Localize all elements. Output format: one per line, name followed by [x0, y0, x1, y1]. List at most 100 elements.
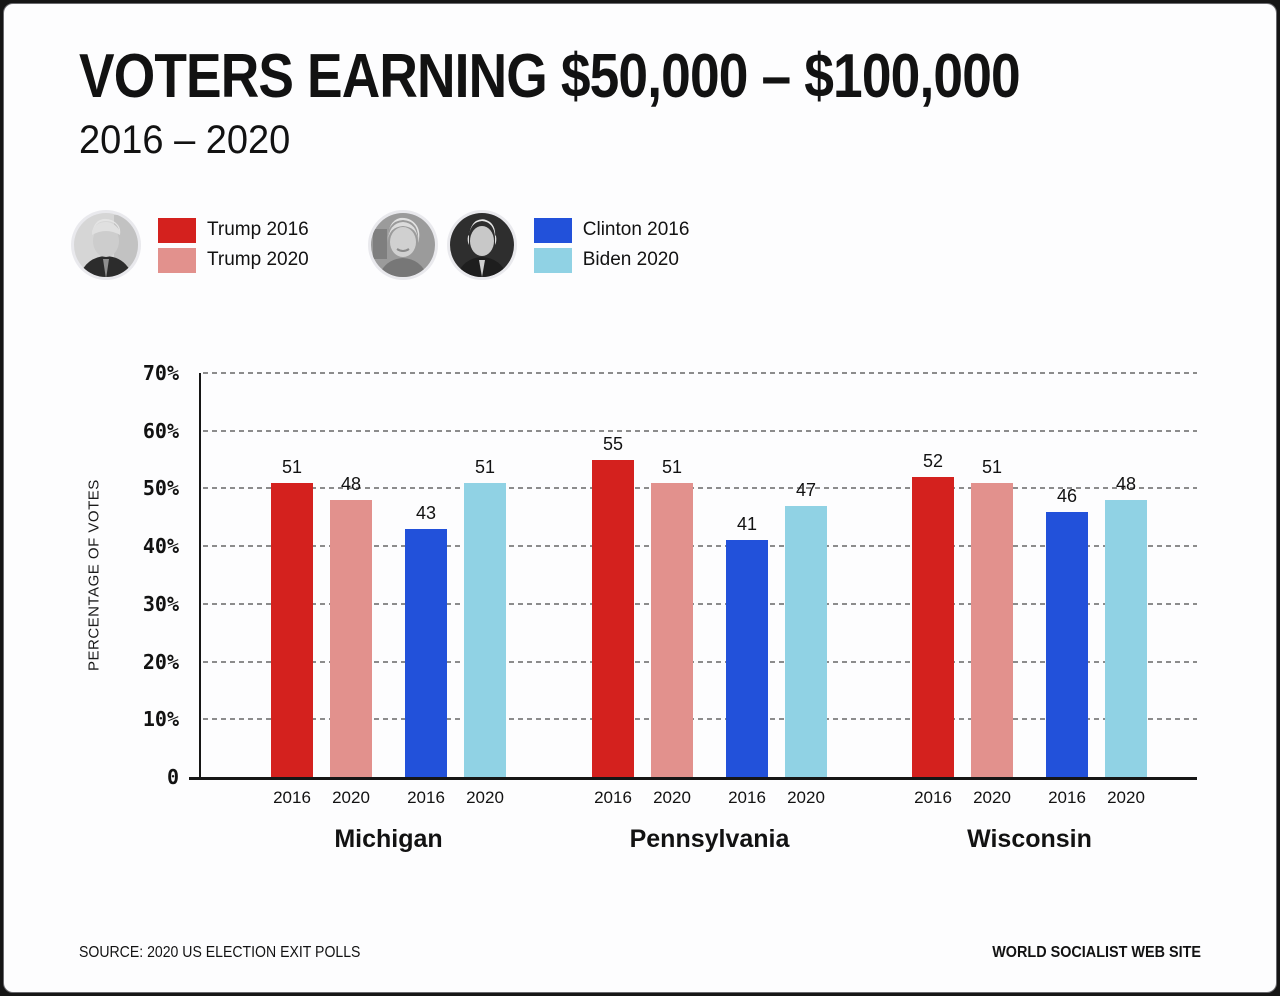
bar-column-biden-2020: 47 2020	[785, 373, 827, 807]
bar-trump-2016	[592, 459, 634, 777]
x-tick-year-label: 2016	[1048, 788, 1086, 807]
header: VOTERS EARNING $50,000 – $100,000 2016 –…	[4, 4, 1276, 163]
plot-area: PERCENTAGE OF VOTES 0 10% 20% 30% 40% 50% 60% 7…	[86, 361, 1197, 853]
bar-trump-2020	[651, 482, 693, 777]
bar-trump-2020	[971, 482, 1013, 777]
x-axis-line	[189, 777, 1197, 780]
clinton-2016-swatch	[533, 217, 572, 243]
infographic-card: VOTERS EARNING $50,000 – $100,000 2016 –…	[3, 3, 1277, 993]
chart-subtitle: 2016 – 2020	[79, 118, 291, 162]
y-tick-label-20: 20%	[142, 649, 179, 674]
chart-title: VOTERS EARNING $50,000 – $100,000	[79, 42, 1021, 111]
bar-trump-2020	[330, 499, 372, 777]
state-group-wisconsin: 52 2016 51 2020 46 2016 48 2020 Wisconsin	[912, 373, 1147, 853]
bar-value-label: 51	[281, 456, 303, 477]
trump-2016-swatch	[158, 217, 196, 243]
gridline-20	[203, 660, 1197, 663]
bar-value-label: 51	[981, 456, 1003, 477]
bar-value-label: 51	[661, 456, 683, 477]
biden-2020-swatch	[533, 247, 572, 273]
legend-entry-biden-2020: Biden 2020	[533, 247, 690, 273]
state-label-wisconsin: Wisconsin	[967, 825, 1092, 853]
bar-biden-2020	[1105, 499, 1147, 777]
bar-column-trump-2020: 51 2020	[651, 373, 693, 807]
legend-label: Biden 2020	[582, 249, 679, 270]
gridline-40	[203, 545, 1197, 548]
gridline-10	[203, 718, 1197, 721]
bar-column-clinton-2016: 41 2016	[726, 373, 768, 807]
x-tick-year-label: 2016	[594, 788, 632, 807]
gridline-70	[203, 372, 1197, 374]
site-credit: WORLD SOCIALIST WEB SITE	[992, 944, 1201, 961]
democrat-portraits	[367, 209, 518, 281]
biden-portrait-icon	[446, 210, 517, 280]
legend-label: Clinton 2016	[582, 219, 690, 240]
gridline-30	[203, 602, 1197, 605]
bar-column-trump-2020: 48 2020	[330, 373, 372, 807]
bar-value-label: 43	[415, 502, 437, 523]
bar-column-trump-2016: 52 2016	[912, 373, 954, 807]
republican-legend-entries: Trump 2016 Trump 2020	[158, 217, 309, 273]
y-tick-label-70: 70%	[142, 361, 179, 385]
legend-entry-trump-2016: Trump 2016	[158, 217, 309, 243]
state-label-pennsylvania: Pennsylvania	[629, 825, 790, 853]
legend-entry-clinton-2016: Clinton 2016	[533, 217, 690, 243]
x-tick-year-label: 2020	[332, 788, 370, 807]
gridline-50	[203, 487, 1197, 490]
y-tick-label-50: 50%	[142, 476, 179, 501]
y-tick-label-0: 0	[166, 765, 179, 789]
x-tick-year-label: 2016	[914, 788, 952, 807]
bar-column-trump-2016: 51 2016	[271, 373, 313, 807]
bar-value-label: 46	[1056, 485, 1078, 506]
y-tick-label-10: 10%	[142, 707, 179, 732]
trump-2020-swatch	[158, 247, 196, 273]
footer: SOURCE: 2020 US ELECTION EXIT POLLS WORL…	[79, 944, 1201, 962]
bar-column-clinton-2016: 43 2016	[405, 373, 447, 807]
bar-biden-2020	[464, 482, 506, 777]
bar-column-biden-2020: 51 2020	[464, 373, 506, 807]
bar-value-label: 48	[340, 473, 362, 494]
y-tick-label-30: 30%	[142, 591, 179, 616]
bar-column-trump-2016: 55 2016	[592, 373, 634, 807]
bar-column-trump-2020: 51 2020	[971, 373, 1013, 807]
legend-label: Trump 2016	[207, 219, 309, 240]
x-tick-year-label: 2020	[466, 788, 504, 807]
chart: PERCENTAGE OF VOTES 0 10% 20% 30% 40% 50% 60% 7…	[86, 361, 1197, 853]
x-tick-year-label: 2020	[973, 788, 1011, 807]
bar-biden-2020	[785, 505, 827, 777]
bar-value-label: 51	[474, 456, 496, 477]
x-tick-year-label: 2016	[273, 788, 311, 807]
bar-clinton-2016	[726, 540, 768, 777]
bar-value-label: 47	[795, 479, 817, 500]
bar-value-label: 41	[736, 514, 758, 535]
y-tick-label-60: 60%	[142, 418, 179, 443]
bar-clinton-2016	[1046, 511, 1088, 777]
democrat-legend-entries: Clinton 2016 Biden 2020	[533, 217, 690, 273]
legend-label: Trump 2020	[207, 249, 309, 270]
state-group-michigan: 51 2016 48 2020 43 2016 51 2020 Michigan	[271, 373, 506, 853]
y-tick-label-40: 40%	[142, 534, 179, 559]
legend-group-republican: Trump 2016 Trump 2020	[70, 209, 309, 281]
bar-column-clinton-2016: 46 2016	[1046, 373, 1088, 807]
x-tick-year-label: 2020	[1107, 788, 1145, 807]
x-tick-year-label: 2020	[653, 788, 691, 807]
legend-group-democrat: Clinton 2016 Biden 2020	[367, 209, 690, 281]
bar-value-label: 52	[922, 450, 944, 471]
legend: Trump 2016 Trump 2020	[70, 207, 1276, 283]
republican-portraits	[70, 209, 142, 281]
bar-trump-2016	[912, 476, 954, 777]
bar-column-biden-2020: 48 2020	[1105, 373, 1147, 807]
x-tick-year-label: 2020	[787, 788, 825, 807]
bar-clinton-2016	[405, 528, 447, 777]
bar-value-label: 48	[1115, 473, 1137, 494]
gridline-60	[203, 429, 1197, 432]
state-group-pennsylvania: 55 2016 51 2020 41 2016 47 2020 Pennsylvania	[592, 373, 827, 853]
source-credit: SOURCE: 2020 US ELECTION EXIT POLLS	[79, 944, 361, 961]
legend-entry-trump-2020: Trump 2020	[158, 247, 309, 273]
x-tick-year-label: 2016	[407, 788, 445, 807]
trump-portrait-icon	[71, 210, 141, 280]
x-tick-year-label: 2016	[728, 788, 766, 807]
clinton-portrait-icon	[367, 210, 438, 280]
bar-value-label: 55	[602, 433, 624, 454]
bar-trump-2016	[271, 482, 313, 777]
